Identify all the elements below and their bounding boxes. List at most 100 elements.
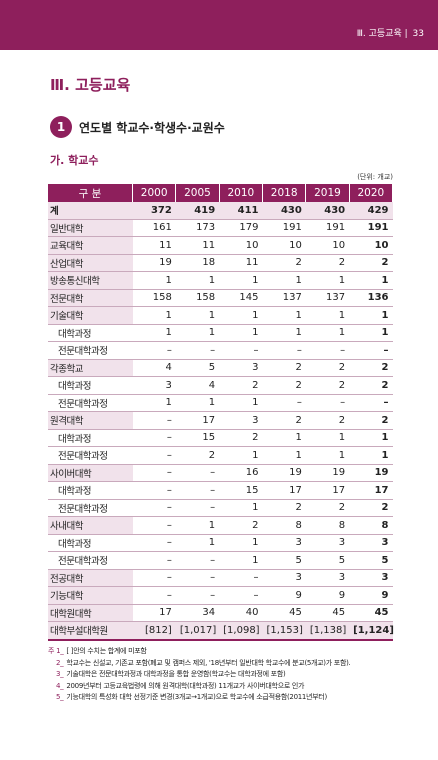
cell: 1 xyxy=(305,446,350,465)
row-label: 전문대학과정 xyxy=(48,341,133,360)
column-header: 2010 xyxy=(219,184,263,202)
cell: – xyxy=(132,446,176,465)
cell: – xyxy=(305,394,350,412)
row-label: 전공대학 xyxy=(48,569,133,587)
cell: 1 xyxy=(349,446,393,465)
row-label: 방송통신대학 xyxy=(48,271,133,290)
footnote: 2_ 학교수는 신설교, 기존교 포함(폐교 및 캠퍼스 제외, '18년부터 일… xyxy=(48,658,408,670)
cell: – xyxy=(132,429,176,447)
cell: 45 xyxy=(349,604,393,622)
cell: 2 xyxy=(219,376,263,395)
running-head: Ⅲ. 고등교육 | 33 xyxy=(356,29,424,39)
cell: 191 xyxy=(262,219,306,237)
cell: 1 xyxy=(219,534,263,552)
cell: – xyxy=(262,394,306,412)
table-row: 전문대학과정 – –1 5 5 5 xyxy=(48,551,393,570)
cell: 19 xyxy=(262,464,306,482)
cell: 1 xyxy=(349,306,393,325)
cell: – xyxy=(219,341,263,360)
cell: 161 xyxy=(132,219,176,237)
cell: 15 xyxy=(219,481,263,500)
cell: 1 xyxy=(219,499,263,517)
row-label: 일반대학 xyxy=(48,219,133,237)
page-number: 33 xyxy=(412,29,424,39)
cell: 1 xyxy=(175,324,220,342)
table-row: 대학과정 1 1 1 1 1 1 xyxy=(48,324,393,342)
table-row: 교육대학 11 11 10 10 10 10 xyxy=(48,236,393,255)
cell: 2 xyxy=(262,359,306,377)
table-row: 대학원대학 17 34 40 45 45 45 xyxy=(48,604,393,622)
cell: 1 xyxy=(305,306,350,325)
cell: – xyxy=(219,586,263,605)
cell: – xyxy=(132,464,176,482)
row-label: 전문대학과정 xyxy=(48,499,133,517)
footnote-text: [ ]안의 수치는 합계에 미포함 xyxy=(66,647,147,655)
cell: 17 xyxy=(175,411,220,430)
cell: 45 xyxy=(305,604,350,622)
header-bar: Ⅲ. 고등교육 | 33 xyxy=(0,0,438,50)
cell: 137 xyxy=(305,289,350,307)
cell: 17 xyxy=(262,481,306,500)
table-row: 각종학교 4 5 3 2 2 2 xyxy=(48,359,393,377)
cell: 1 xyxy=(132,271,176,290)
row-label: 계 xyxy=(48,202,133,220)
row-label: 대학과정 xyxy=(48,324,133,342)
cell: – xyxy=(175,551,220,570)
cell: 4 xyxy=(175,376,220,395)
cell: – xyxy=(132,551,176,570)
cell: 4 xyxy=(132,359,176,377)
footnote-text: 기술대학은 전문대학과정과 대학과정을 통합 운영함(학교수는 대학과정에 포함… xyxy=(66,670,286,678)
cell: 10 xyxy=(219,236,263,255)
column-header: 2000 xyxy=(132,184,177,202)
cell: 5 xyxy=(349,551,393,570)
table-row: 전문대학과정 –2 1 1 1 1 xyxy=(48,446,393,465)
column-header: 2019 xyxy=(305,184,350,202)
cell: 2 xyxy=(349,499,393,517)
row-label: 전문대학과정 xyxy=(48,551,133,570)
cell: 1 xyxy=(349,271,393,290)
cell: 2 xyxy=(262,499,306,517)
cell: 1 xyxy=(132,324,176,342)
cell: 2 xyxy=(262,254,306,272)
footnote-label: 주 1_ xyxy=(48,647,64,655)
row-label: 원격대학 xyxy=(48,411,133,430)
table-row: 기술대학 1 1 1 1 1 1 xyxy=(48,306,393,325)
row-label: 기능대학 xyxy=(48,586,133,605)
cell: – xyxy=(132,569,176,587)
footnote-label: 2_ xyxy=(56,658,64,667)
cell: – xyxy=(175,341,220,360)
cell: 2 xyxy=(262,376,306,395)
cell: 9 xyxy=(349,586,393,605)
cell: 1 xyxy=(132,394,176,412)
cell: 11 xyxy=(219,254,263,272)
cell: 2 xyxy=(305,376,350,395)
cell: 5 xyxy=(305,551,350,570)
cell: 191 xyxy=(305,219,350,237)
cell: – xyxy=(132,516,176,535)
cell: 1 xyxy=(305,429,350,447)
footnote-text: 학교수는 신설교, 기존교 포함(폐교 및 캠퍼스 제외, '18년부터 일반대… xyxy=(66,658,351,667)
table-row: 대학부설대학원 [812] [1,017] [1,098] [1,153] [1,138]… xyxy=(48,621,394,641)
section-title: 연도별 학교수·학생수·교원수 xyxy=(79,120,225,135)
cell: 372 xyxy=(132,202,176,220)
cell: 419 xyxy=(175,202,220,220)
section-heading: 1 연도별 학교수·학생수·교원수 xyxy=(50,116,225,138)
table-row: 사이버대학 – –16 19 19 19 xyxy=(48,464,393,482)
cell: 179 xyxy=(219,219,263,237)
footnote: 주 1_[ ]안의 수치는 합계에 미포함 xyxy=(48,646,408,658)
row-label: 사이버대학 xyxy=(48,464,133,482)
column-header: 2018 xyxy=(262,184,307,202)
chapter-title: Ⅲ. 고등교육 xyxy=(50,76,131,94)
cell: – xyxy=(132,481,176,500)
cell: 10 xyxy=(305,236,350,255)
cell: 429 xyxy=(349,202,393,220)
cell: 430 xyxy=(305,202,350,220)
cell: 173 xyxy=(175,219,220,237)
cell: 158 xyxy=(132,289,176,307)
row-label: 기술대학 xyxy=(48,306,133,325)
column-header: 구 분 xyxy=(48,184,133,202)
cell: [1,153] xyxy=(262,621,306,641)
cell: – xyxy=(349,341,393,360)
subsection-title: 가. 학교수 xyxy=(50,154,99,167)
table-row: 전공대학 – – –3 3 3 xyxy=(48,569,393,587)
